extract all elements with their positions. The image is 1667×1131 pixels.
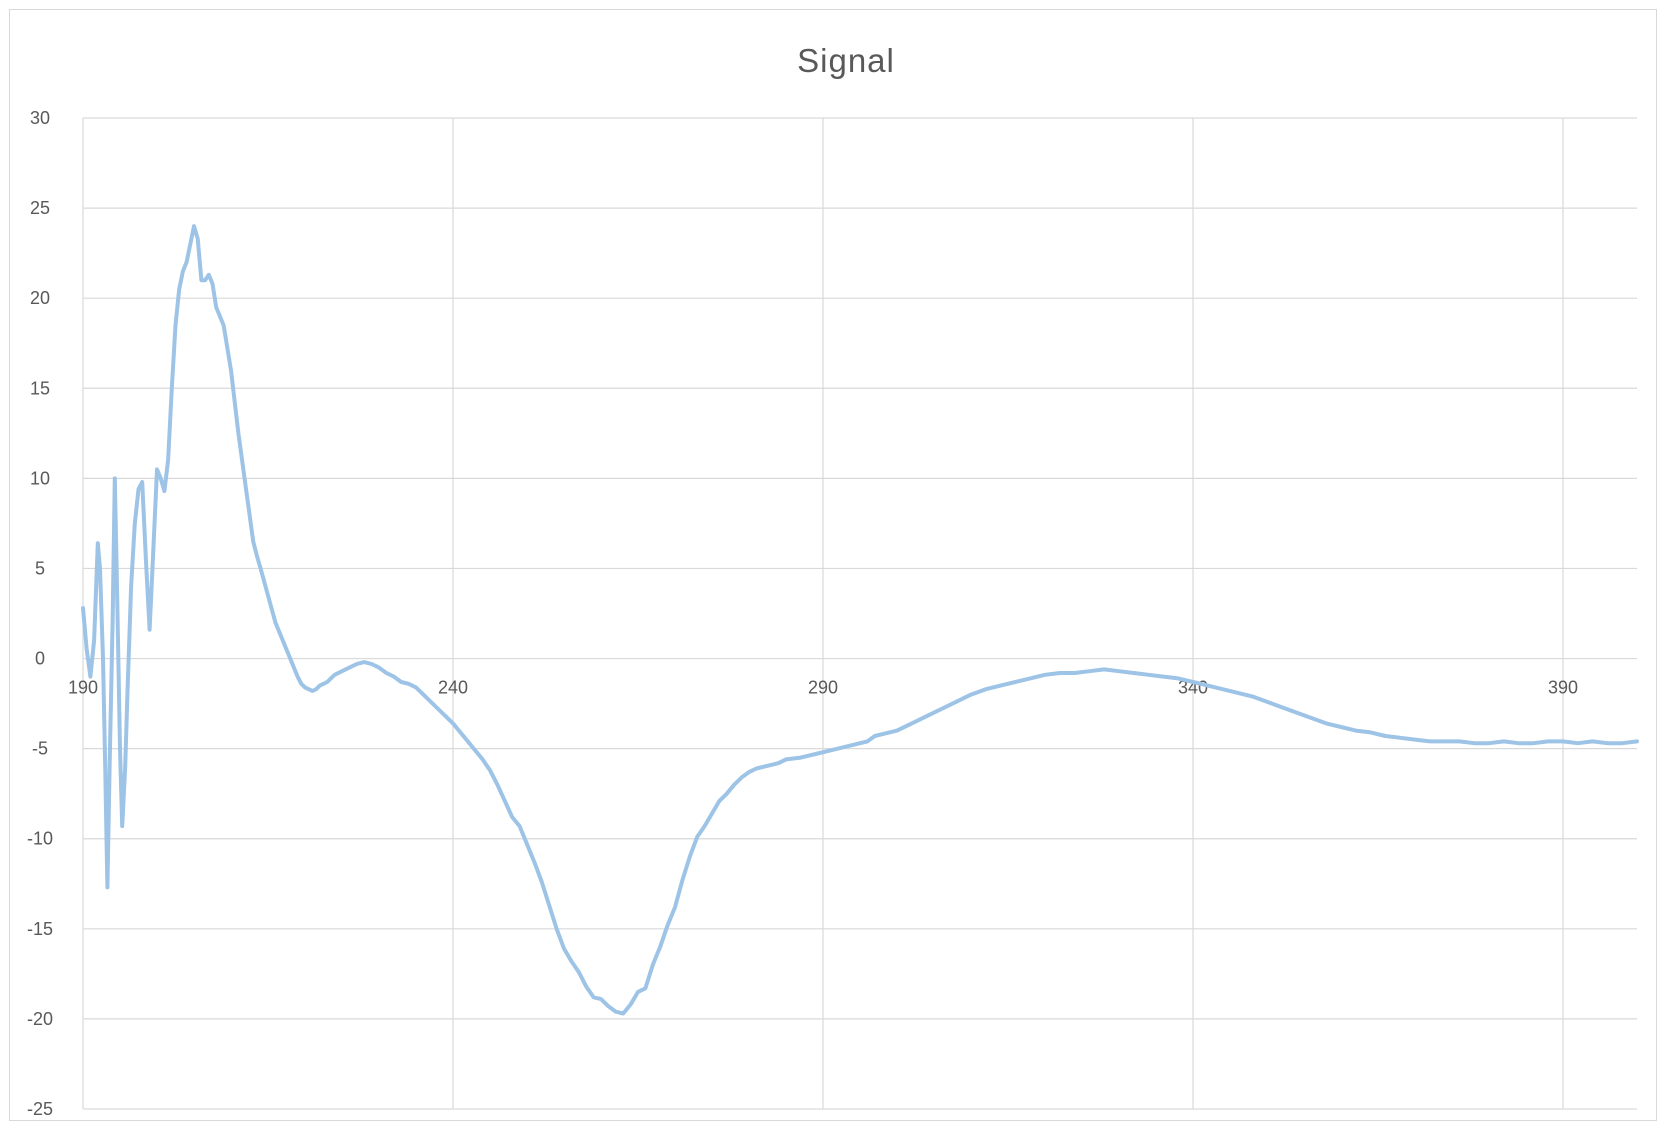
x-axis-tick-labels: 190 240 290 340 390 bbox=[68, 678, 1578, 698]
y-tick-label: 0 bbox=[35, 649, 45, 669]
x-tick-label: 190 bbox=[68, 678, 98, 698]
y-tick-label: 15 bbox=[30, 378, 50, 398]
x-gridlines bbox=[82, 118, 1564, 1109]
y-tick-label: -5 bbox=[32, 739, 48, 759]
x-tick-label: 390 bbox=[1548, 678, 1578, 698]
y-tick-label: -15 bbox=[27, 919, 53, 939]
y-tick-label: 10 bbox=[30, 468, 50, 488]
y-tick-label: -20 bbox=[27, 1009, 53, 1029]
y-tick-label: 5 bbox=[35, 558, 45, 578]
chart-title: Signal bbox=[797, 42, 895, 79]
y-tick-label: 30 bbox=[30, 108, 50, 128]
y-axis-tick-labels: 30 25 20 15 10 5 0 -5 -10 -15 -20 -25 bbox=[27, 108, 53, 1119]
y-tick-label: 20 bbox=[30, 288, 50, 308]
y-tick-label: -25 bbox=[27, 1099, 53, 1119]
chart-area bbox=[9, 9, 1657, 1121]
signal-series-line bbox=[81, 224, 1639, 1016]
y-tick-label: -10 bbox=[27, 829, 53, 849]
y-gridlines bbox=[83, 117, 1637, 1110]
x-tick-label: 290 bbox=[808, 678, 838, 698]
y-tick-label: 25 bbox=[30, 198, 50, 218]
x-tick-label: 240 bbox=[438, 678, 468, 698]
